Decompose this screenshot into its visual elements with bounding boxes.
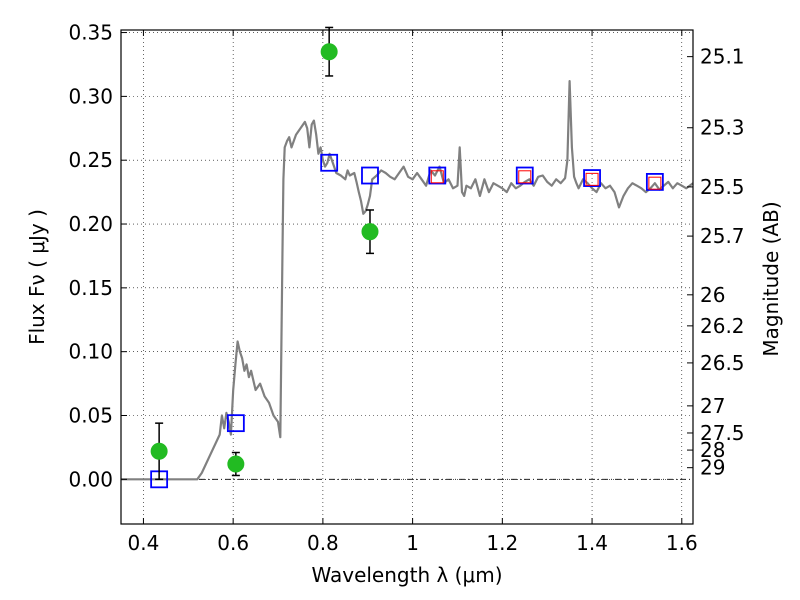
observed-flux-point [227,455,245,473]
y-tick-label: 0.20 [68,212,113,236]
y-tick-label: 0.25 [68,148,113,172]
y-axis-title: Flux Fν ( μJy ) [25,209,49,345]
series-group [121,26,694,489]
y-axis: 0.00 0.05 0.10 0.15 0.20 0.25 0.30 0.35 [68,21,127,491]
x-tick-label: 0.4 [128,531,160,555]
observed-red-square [430,170,444,184]
y-tick-label: 0.05 [68,403,113,427]
observed-flux-point [320,43,338,61]
x-tick-label: 1.6 [666,531,698,555]
observed-red-square [648,176,662,190]
x-axis-title: Wavelength λ (μm) [311,563,502,587]
x-tick-label: 1.2 [486,531,518,555]
magnitude-axis-title: Magnitude (AB) [759,201,783,356]
plot-frame [120,29,694,525]
magnitude-tick-label: 25.5 [700,175,745,199]
y-tick-label: 0.10 [68,340,113,364]
model-photometry-square [583,169,601,187]
magnitude-tick-label: 26.2 [700,314,745,338]
model-photometry-square [428,166,447,185]
y-tick-label: 0.35 [68,21,113,45]
magnitude-tick-label: 27 [700,394,725,418]
grid [121,30,693,524]
magnitude-tick-label: 25.1 [700,45,745,69]
x-tick-label: 1 [406,531,419,555]
y-tick-label: 0.30 [68,84,113,108]
model-sed-line [121,80,694,481]
observed-flux-point [150,442,168,460]
x-tick-label: 1.4 [576,531,608,555]
magnitude-tick-label: 28 [700,438,725,462]
magnitude-tick-label: 29 [700,456,725,480]
magnitude-tick-label: 25.7 [700,224,745,248]
magnitude-tick-label: 26 [700,283,725,307]
model-photometry-square [226,414,245,433]
y-tick-label: 0.15 [68,276,113,300]
observed-red-square [585,172,599,186]
x-tick-label: 0.6 [217,531,249,555]
model-photometry-square [645,173,664,191]
magnitude-tick-label: 25.3 [700,116,745,140]
plot-background [121,30,693,524]
x-tick-label: 0.8 [307,531,339,555]
model-photometry-square [320,153,339,172]
model-photometry-square [361,166,379,185]
x-axis: 0.4 0.6 0.8 1 1.2 1.4 1.6 [128,30,698,555]
y-tick-label: 0.00 [68,467,113,491]
magnitude-tick-label: 26.5 [700,351,745,375]
observed-flux-point [361,223,379,241]
observed-red-square [518,170,532,184]
model-photometry-square [515,166,534,185]
magnitude-tick-label: 27.5 [700,421,745,445]
